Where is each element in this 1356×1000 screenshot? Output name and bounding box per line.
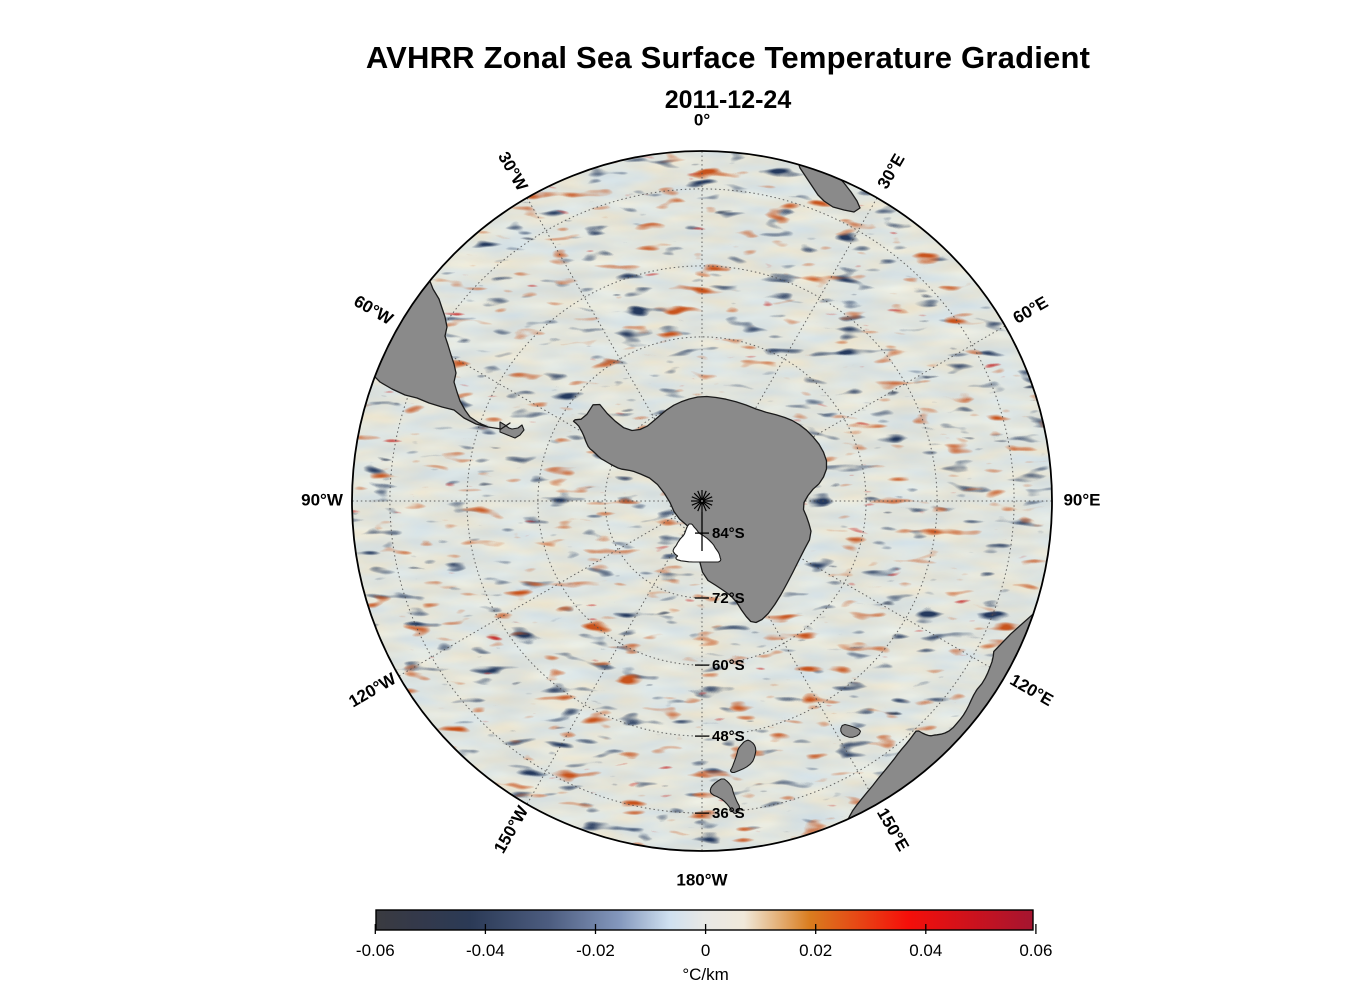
svg-text:84°S: 84°S — [712, 525, 745, 542]
svg-text:90°W: 90°W — [301, 490, 344, 509]
svg-text:48°S: 48°S — [712, 728, 745, 745]
svg-text:0°: 0° — [694, 110, 710, 129]
svg-text:60°W: 60°W — [351, 291, 397, 329]
svg-text:180°W: 180°W — [676, 870, 728, 889]
svg-text:0: 0 — [701, 941, 710, 960]
svg-text:0.02: 0.02 — [799, 941, 832, 960]
svg-text:0.06: 0.06 — [1019, 941, 1052, 960]
svg-text:90°E: 90°E — [1063, 490, 1100, 509]
svg-text:60°E: 60°E — [1010, 293, 1052, 328]
svg-text:120°W: 120°W — [345, 669, 400, 712]
svg-text:-0.02: -0.02 — [576, 941, 615, 960]
svg-text:-0.04: -0.04 — [466, 941, 505, 960]
svg-text:0.04: 0.04 — [909, 941, 942, 960]
svg-text:120°E: 120°E — [1007, 670, 1057, 710]
svg-text:30°W: 30°W — [494, 149, 532, 195]
svg-text:36°S: 36°S — [712, 805, 745, 822]
svg-text:30°E: 30°E — [874, 151, 909, 193]
svg-text:60°S: 60°S — [712, 657, 745, 674]
svg-text:°C/km: °C/km — [682, 965, 728, 984]
svg-text:72°S: 72°S — [712, 590, 745, 607]
svg-text:-0.06: -0.06 — [356, 941, 395, 960]
svg-text:150°W: 150°W — [490, 802, 533, 857]
svg-text:150°E: 150°E — [873, 805, 913, 855]
